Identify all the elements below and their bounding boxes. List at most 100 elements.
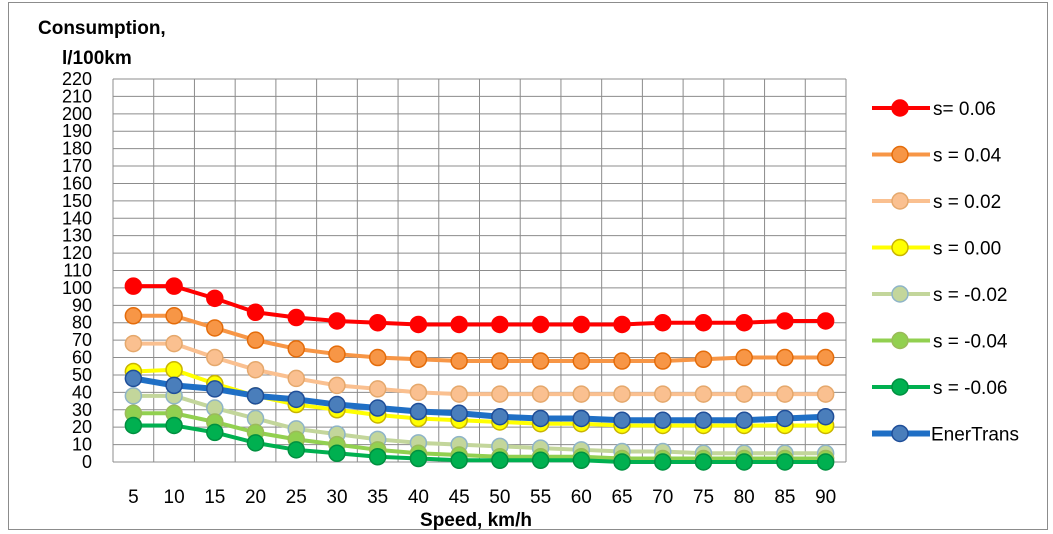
y-tick-label: 130	[62, 226, 92, 246]
data-point	[613, 411, 631, 429]
legend-label: s= 0.06	[933, 99, 996, 120]
series-7	[124, 369, 835, 429]
legend-item: EnerTrans	[872, 425, 1019, 446]
y-tick-labels: 0102030405060708090100110120130140150160…	[62, 69, 92, 472]
data-point	[328, 312, 346, 330]
data-point	[368, 399, 387, 417]
data-point	[776, 453, 794, 471]
y-tick-label: 150	[62, 191, 92, 211]
data-point	[124, 307, 143, 325]
legend-swatch-marker	[891, 285, 909, 303]
y-tick-label: 120	[62, 243, 92, 263]
data-point	[816, 348, 835, 367]
data-point	[328, 345, 346, 363]
legend-item: s = -0.04	[872, 332, 1008, 353]
data-point	[165, 277, 183, 295]
data-point	[613, 315, 631, 334]
data-point	[368, 448, 387, 466]
data-point	[816, 407, 835, 426]
legend-item: s = 0.00	[872, 239, 1001, 260]
x-tick-label: 80	[734, 487, 755, 508]
data-point	[735, 348, 753, 367]
x-tick-label: 75	[693, 487, 714, 508]
legend-label: s = 0.04	[933, 146, 1002, 167]
data-point	[572, 409, 591, 428]
data-point	[287, 340, 305, 358]
data-point	[287, 369, 305, 388]
data-point	[124, 369, 143, 388]
data-point	[776, 385, 794, 403]
y-tick-label: 200	[62, 104, 92, 124]
data-point	[328, 395, 346, 414]
series-group	[124, 277, 835, 471]
legend-item: s = 0.04	[872, 146, 1002, 167]
data-point	[206, 289, 224, 308]
data-point	[328, 444, 346, 463]
data-point	[450, 451, 468, 470]
data-point	[654, 352, 672, 370]
y-axis-label-line2: l/100km	[62, 48, 132, 69]
data-point	[409, 383, 428, 402]
data-point	[206, 423, 224, 442]
y-tick-label: 0	[82, 452, 92, 472]
legend-swatch-marker	[891, 378, 909, 396]
data-point	[654, 313, 672, 332]
chart-frame	[8, 2, 1048, 530]
data-point	[368, 380, 387, 398]
y-tick-label: 40	[72, 382, 92, 402]
data-point	[491, 451, 509, 470]
x-tick-label: 40	[408, 487, 429, 508]
x-tick-label: 55	[530, 487, 551, 508]
legend-swatch-marker	[891, 99, 909, 117]
data-point	[246, 387, 265, 405]
data-point	[735, 313, 753, 332]
y-tick-label: 160	[62, 173, 92, 193]
data-point	[409, 315, 428, 334]
x-tick-label: 50	[489, 487, 510, 508]
x-tick-label: 70	[652, 487, 673, 508]
y-axis-label-line1: Consumption,	[38, 18, 166, 39]
data-point	[287, 308, 305, 327]
data-point	[491, 385, 509, 403]
series-1	[124, 307, 835, 370]
y-tick-label: 220	[62, 69, 92, 89]
y-tick-label: 180	[62, 139, 92, 159]
y-tick-label: 210	[62, 86, 92, 106]
data-point	[246, 303, 265, 322]
data-point	[491, 315, 509, 334]
x-tick-labels: 5 10 15 20 25 30 35 40 45 50 55 60 65 70 75 80 85 90	[128, 487, 836, 508]
data-point	[816, 385, 835, 403]
data-point	[572, 315, 591, 334]
y-tick-label: 110	[63, 261, 92, 281]
series-2	[124, 334, 835, 403]
y-tick-label: 140	[62, 208, 92, 228]
data-point	[165, 376, 183, 395]
x-tick-label: 5	[128, 487, 139, 508]
x-axis-label: Speed, km/h	[420, 510, 532, 531]
data-point	[409, 449, 428, 468]
data-point	[165, 334, 183, 353]
data-point	[124, 334, 143, 353]
data-point	[409, 402, 428, 421]
y-tick-label: 70	[72, 330, 92, 350]
legend: s= 0.06 s = 0.04 s = 0.02 s = 0.00 s = -0.02…	[872, 99, 1019, 446]
x-tick-label: 85	[774, 487, 795, 508]
legend-label: s = -0.02	[933, 285, 1007, 306]
data-point	[287, 441, 305, 459]
legend-swatch-marker	[891, 192, 909, 210]
series-6	[124, 416, 835, 471]
data-point	[735, 385, 753, 403]
x-tick-label: 65	[611, 487, 632, 508]
x-tick-label: 15	[204, 487, 225, 508]
x-tick-label: 20	[245, 487, 266, 508]
data-point	[206, 380, 224, 398]
data-point	[613, 453, 631, 471]
x-tick-label: 35	[367, 487, 388, 508]
legend-swatch-marker	[891, 424, 909, 443]
data-point	[531, 409, 550, 428]
data-point	[735, 411, 753, 429]
data-point	[165, 307, 183, 325]
x-tick-label: 60	[571, 487, 592, 508]
data-point	[491, 352, 509, 370]
